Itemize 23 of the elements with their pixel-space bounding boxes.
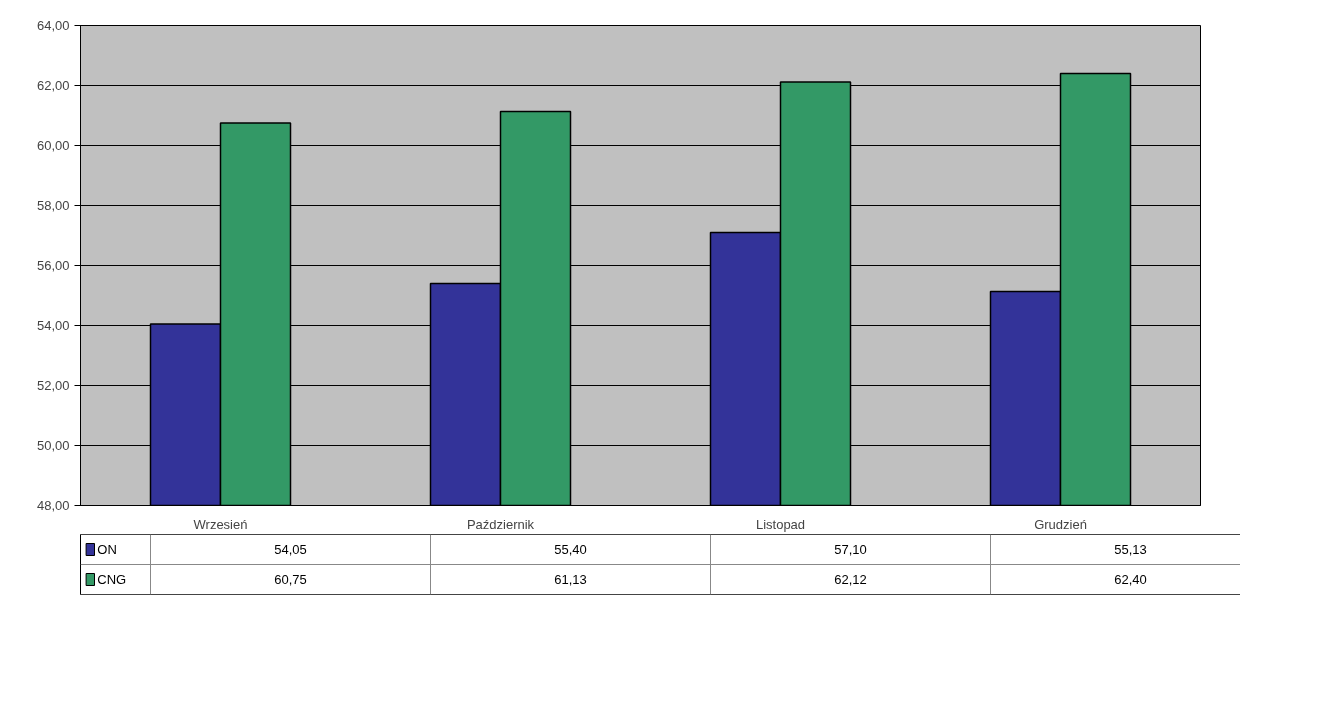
y-tick-label: 52,00 <box>36 378 70 393</box>
x-tick-label: Listopad <box>755 516 806 532</box>
data-label: 62,12 <box>834 572 867 587</box>
data-label: 60,75 <box>274 572 307 587</box>
y-tick-label: 64,00 <box>36 18 70 33</box>
data-label: 55,13 <box>1114 542 1147 557</box>
data-label: 54,05 <box>274 542 307 557</box>
y-tick-label: 60,00 <box>36 138 70 153</box>
x-tick-label: Październik <box>466 516 535 532</box>
y-tick-label: 58,00 <box>36 198 70 213</box>
legend-label: CNG <box>97 572 127 587</box>
y-tick-label: 54,00 <box>36 318 70 333</box>
data-label: 57,10 <box>834 542 867 557</box>
y-tick-label: 56,00 <box>36 258 70 273</box>
data-label: 61,13 <box>554 572 587 587</box>
legend-label: ON <box>97 542 117 557</box>
y-tick-label: 50,00 <box>36 438 70 453</box>
x-tick-label: Wrzesień <box>193 516 248 532</box>
y-tick-label: 48,00 <box>36 498 70 513</box>
data-label: 62,40 <box>1114 572 1147 587</box>
x-tick-label: Grudzień <box>1034 516 1087 532</box>
data-label: 55,40 <box>554 542 587 557</box>
y-tick-label: 62,00 <box>36 78 70 93</box>
